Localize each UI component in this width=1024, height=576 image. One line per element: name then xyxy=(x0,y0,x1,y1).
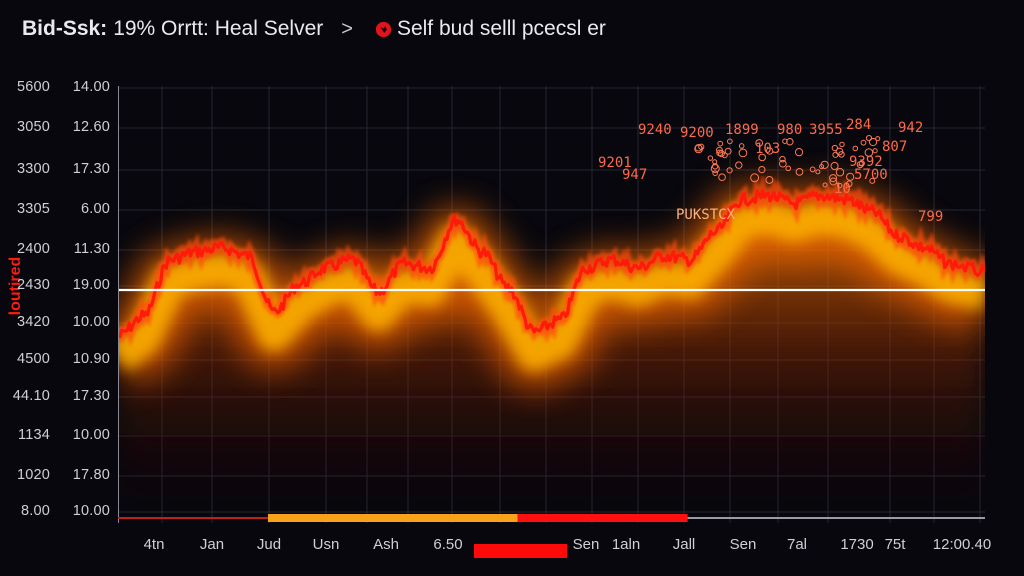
annotation-label: 9201 xyxy=(598,155,632,171)
annotation-label: 942 xyxy=(898,120,923,136)
y-tick-label: 1134 10.00 xyxy=(6,427,110,443)
range-strip xyxy=(118,514,985,522)
annotation-label: 103 xyxy=(755,141,780,157)
x-tick-label: 1aln xyxy=(611,536,641,553)
x-tick-label: Jall xyxy=(672,536,696,553)
y-tick-left: 3300 xyxy=(16,161,50,177)
annotation-label: 9240 xyxy=(638,122,672,138)
x-tick-label: Jan xyxy=(199,536,225,553)
y-tick-label: 1020 17.80 xyxy=(6,467,110,483)
y-tick-right: 10.00 xyxy=(72,503,110,519)
price-line xyxy=(118,189,985,339)
legend-swatch xyxy=(474,544,567,558)
y-tick-label: 2400 11.30 xyxy=(6,241,110,257)
x-tick-label: Usn xyxy=(312,536,340,553)
x-tick-label: Jud xyxy=(256,536,282,553)
annotation-label: 807 xyxy=(882,139,907,155)
x-tick-label: Sen xyxy=(572,536,600,553)
page-subtitle: 19% Orrtt: Heal Selver xyxy=(113,17,324,40)
y-tick-right: 10.90 xyxy=(72,351,110,367)
annotation-label: 947 xyxy=(622,167,647,183)
chevron-right-icon: > xyxy=(341,17,353,40)
annotation-label: 9200 xyxy=(680,125,714,141)
y-tick-label: 3050 12.60 xyxy=(6,119,110,135)
y-tick-left: 2400 xyxy=(16,241,50,257)
chart-header: Bid-Ssk: 19% Orrtt: Heal Selver > Self b… xyxy=(22,14,606,44)
y-tick-label: 4500 10.90 xyxy=(6,351,110,367)
y-tick-left: 3420 xyxy=(16,314,50,330)
y-tick-right: 10.00 xyxy=(72,314,110,330)
annotation-label: 284 xyxy=(846,117,871,133)
y-tick-label: 2430 19.00 xyxy=(6,277,110,293)
y-tick-label: 3305 6.00 xyxy=(6,201,110,217)
y-tick-right: 19.00 xyxy=(72,277,110,293)
y-tick-label: 3300 17.30 xyxy=(6,161,110,177)
x-axis-labels: 4tn Jan Jud Usn Ash 6.50 Sen 1aln Jall Sen 7al 1730… xyxy=(0,536,1024,566)
y-tick-right: 17.30 xyxy=(72,161,110,177)
y-tick-left: 8.00 xyxy=(20,503,50,519)
y-tick-right: 17.30 xyxy=(72,388,110,404)
y-tick-label: 5600 14.00 xyxy=(6,79,110,95)
y-tick-label: 8.00 10.00 xyxy=(6,503,110,519)
annotation-label: 3955 xyxy=(809,122,843,138)
y-tick-left: 44.10 xyxy=(12,388,50,404)
x-tick-label: Sen xyxy=(729,536,757,553)
y-tick-left: 5600 xyxy=(16,79,50,95)
red-rooster-logo-icon xyxy=(375,21,392,37)
page-title: Bid-Ssk: xyxy=(22,17,108,40)
annotation-label: 980 xyxy=(777,122,802,138)
y-tick-left: 1020 xyxy=(16,467,50,483)
y-tick-right: 14.00 xyxy=(72,79,110,95)
annotation-label: PUKSTCX xyxy=(676,207,736,223)
y-tick-label: 44.10 17.30 xyxy=(6,388,110,404)
y-tick-left: 1134 xyxy=(18,427,50,443)
x-tick-label: 1730 xyxy=(840,536,874,553)
x-tick-label: 75t xyxy=(884,536,906,553)
y-axis-labels: 5600 14.00 3050 12.60 3300 17.30 3305 6.00 2400 1… xyxy=(0,0,112,576)
y-tick-right: 11.30 xyxy=(73,241,110,257)
annotation-label: 1899 xyxy=(725,122,759,138)
y-tick-left: 3050 xyxy=(16,119,50,135)
y-tick-left: 3305 xyxy=(16,201,50,217)
annotation-label: 799 xyxy=(918,209,943,225)
y-tick-right: 10.00 xyxy=(72,427,110,443)
y-tick-left: 4500 xyxy=(16,351,50,367)
chart-plot-area: 9240 9200 1899 980 3955 284 942920194710393928… xyxy=(118,86,985,523)
y-tick-right: 12.60 xyxy=(72,119,110,135)
x-tick-label: 4tn xyxy=(143,536,165,553)
x-tick-label: 6.50 xyxy=(433,536,463,553)
y-tick-left: 2430 xyxy=(16,277,50,293)
breadcrumb-current[interactable]: Self bud selll pcecsl er xyxy=(396,17,606,40)
x-tick-label: Ash xyxy=(373,536,399,553)
x-tick-label: 7al xyxy=(786,536,808,553)
annotations: 9240 9200 1899 980 3955 284 942920194710393928… xyxy=(598,117,943,225)
y-tick-right: 6.00 xyxy=(80,201,110,217)
annotation-label: 5700 xyxy=(854,167,888,183)
x-tick-label: 12:00.40 xyxy=(932,536,992,553)
y-tick-label: 3420 10.00 xyxy=(6,314,110,330)
y-tick-right: 17.80 xyxy=(72,467,110,483)
